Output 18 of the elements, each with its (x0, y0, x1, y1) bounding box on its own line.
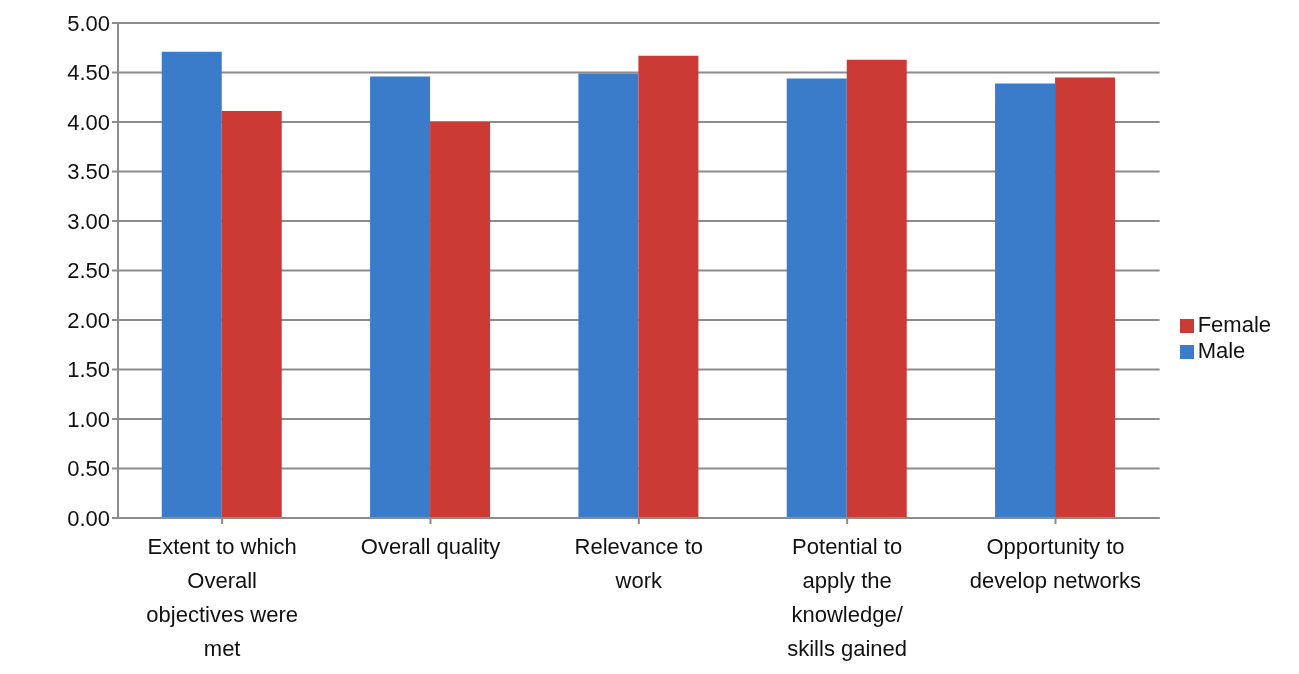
legend-label: Male (1197, 338, 1246, 363)
x-tick-label: Extent to which Overall objectives were met (146, 534, 298, 661)
legend-label: Female (1197, 312, 1271, 337)
y-tick-label: 0.00 (67, 505, 110, 531)
y-tick-label: 4.00 (67, 109, 110, 135)
y-tick-label: 4.50 (67, 60, 110, 86)
y-tick-label: 2.50 (67, 258, 110, 284)
y-tick-label: 3.00 (67, 208, 110, 234)
x-tick-label: Opportunity to develop networks (969, 534, 1142, 593)
y-tick-label: 1.00 (67, 406, 110, 432)
x-tick-label: Overall quality (360, 534, 501, 559)
y-tick-label: 2.00 (67, 307, 110, 333)
x-tick-label: Potential to apply the knowledge/ skills gained (787, 534, 908, 661)
y-tick-label: 5.00 (67, 10, 110, 36)
y-tick-label: 3.50 (67, 159, 110, 185)
y-tick-label: 0.50 (67, 456, 110, 482)
x-tick-label: Relevance to work (574, 534, 704, 593)
y-tick-label: 1.50 (67, 357, 110, 383)
